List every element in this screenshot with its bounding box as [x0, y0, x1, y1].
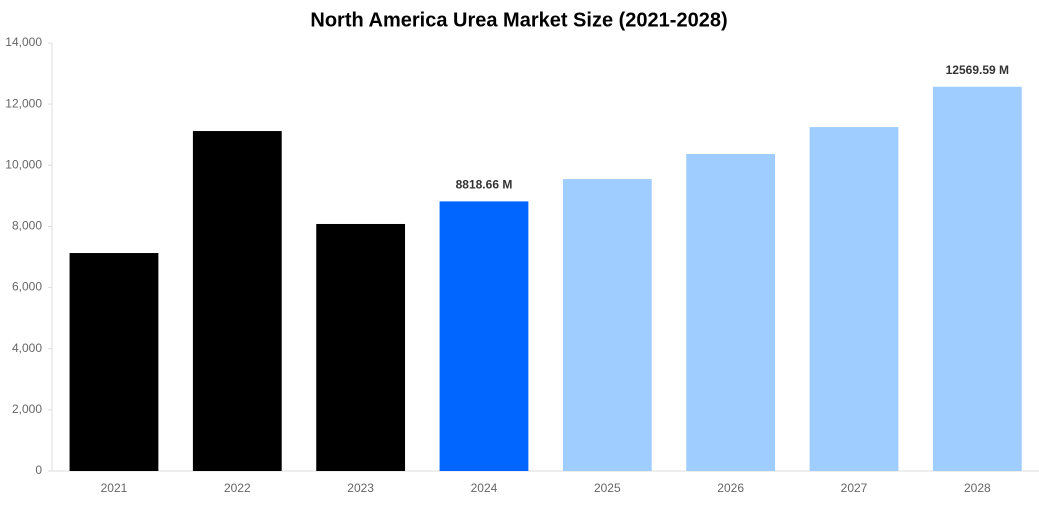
x-tick-label: 2028 [964, 481, 991, 495]
bar [69, 253, 159, 471]
bar [686, 153, 776, 471]
y-tick-label: 14,000 [5, 35, 42, 49]
chart-title: North America Urea Market Size (2021-202… [310, 9, 727, 31]
x-tick-label: 2022 [224, 481, 251, 495]
y-tick-label: 4,000 [12, 341, 42, 355]
y-tick-label: 0 [35, 463, 42, 477]
bar [562, 179, 652, 472]
y-tick-label: 8,000 [12, 219, 42, 233]
y-tick-label: 12,000 [5, 96, 42, 110]
x-tick-label: 2025 [594, 481, 621, 495]
y-tick-label: 6,000 [12, 280, 42, 294]
x-tick-label: 2023 [347, 481, 374, 495]
bar [439, 201, 529, 471]
x-tick-label: 2021 [101, 481, 128, 495]
y-tick-label: 2,000 [12, 402, 42, 416]
x-tick-label: 2024 [471, 481, 498, 495]
y-tick-label: 10,000 [5, 157, 42, 171]
bar [192, 131, 282, 471]
value-label: 12569.59 M [946, 63, 1009, 77]
bar [809, 127, 899, 472]
bar [932, 86, 1022, 471]
x-tick-label: 2026 [717, 481, 744, 495]
x-tick-label: 2027 [841, 481, 868, 495]
value-label: 8818.66 M [456, 178, 513, 192]
bar [316, 223, 406, 471]
